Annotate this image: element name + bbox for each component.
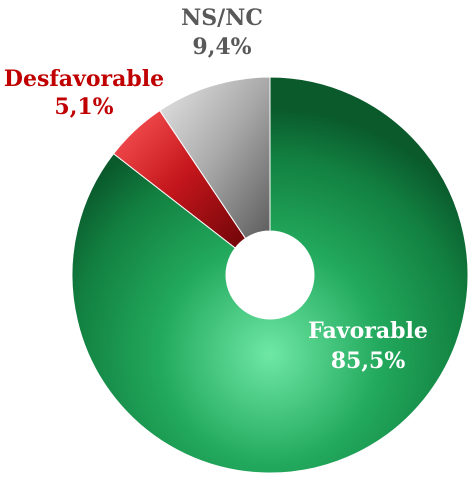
slice-value-ns-nc: 9,4%	[192, 34, 251, 60]
slice-label-ns-nc: NS/NC	[181, 5, 263, 31]
slice-label-favorable: Favorable	[308, 318, 428, 344]
slice-value-favorable: 85,5%	[331, 348, 406, 374]
slice-favorable	[71, 76, 468, 474]
slice-ns-nc	[159, 76, 271, 240]
slice-value-desfavorable: 5,1%	[54, 94, 113, 120]
slice-label-desfavorable: Desfavorable	[4, 66, 164, 92]
